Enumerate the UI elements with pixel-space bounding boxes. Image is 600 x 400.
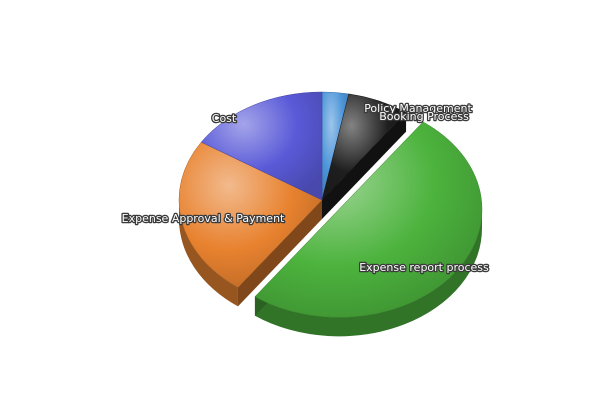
pie-slice-expense-approval-payment[interactable]: [178, 141, 323, 288]
slice-label-expense-report-process: Expense report process: [359, 261, 489, 274]
pie-face-expense-approval-payment-0: [237, 200, 322, 307]
pie-tops: [178, 91, 483, 318]
slice-label-policy-management: Policy Management: [364, 102, 472, 115]
pie-slice-booking-process[interactable]: [321, 93, 407, 201]
slice-label-booking-process: Booking Process: [379, 110, 469, 123]
pie-side-expense-approval-payment: [179, 200, 238, 307]
pie-slice-expense-report-process[interactable]: [254, 121, 483, 318]
pie-side-expense-report-process: [254, 209, 482, 337]
pie-slice-cost[interactable]: [200, 91, 323, 201]
pie-face-booking-process-1: [322, 112, 407, 219]
slice-label-expense-approval-payment: Expense Approval & Payment: [122, 212, 285, 225]
slice-label-cost: Cost: [212, 112, 237, 125]
